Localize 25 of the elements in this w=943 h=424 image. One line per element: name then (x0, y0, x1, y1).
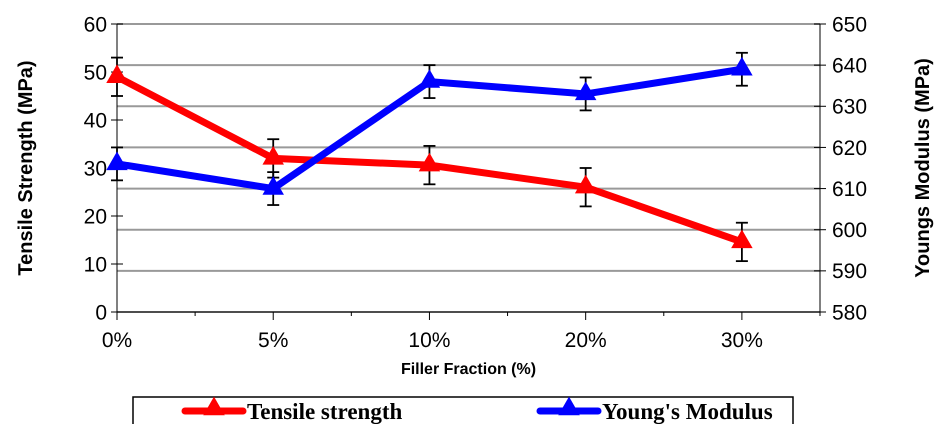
legend-label: Tensile strength (247, 399, 402, 424)
y2-axis-title: Youngs Modulus (MPa) (912, 58, 934, 278)
y-tick-label: 0 (95, 301, 107, 324)
y2-tick-label: 630 (832, 96, 868, 119)
y2-tick-label: 600 (832, 219, 868, 242)
y2-tick-label: 610 (832, 178, 868, 201)
x-tick-label: 10% (408, 329, 450, 352)
x-tick-label: 30% (720, 329, 763, 352)
y-tick-label: 30 (84, 157, 107, 180)
y-axis-title: Tensile Strength (MPa) (15, 60, 37, 276)
x-tick-label: 5% (258, 329, 288, 352)
y-tick-label: 60 (84, 13, 107, 36)
y2-tick-label: 580 (832, 301, 868, 324)
y2-tick-label: 590 (832, 260, 868, 284)
x-axis-title: Filler Fraction (%) (400, 361, 536, 378)
y-tick-label: 10 (84, 253, 107, 276)
y-tick-label: 40 (84, 109, 107, 132)
y2-tick-label: 620 (832, 136, 868, 160)
legend-label: Young's Modulus (602, 399, 773, 424)
x-tick-label: 20% (564, 329, 607, 352)
x-tick-label: 0% (102, 329, 132, 352)
y2-tick-label: 650 (832, 13, 868, 36)
y-tick-label: 20 (84, 205, 107, 228)
y-tick-label: 50 (84, 61, 107, 84)
y2-tick-label: 640 (832, 54, 868, 78)
